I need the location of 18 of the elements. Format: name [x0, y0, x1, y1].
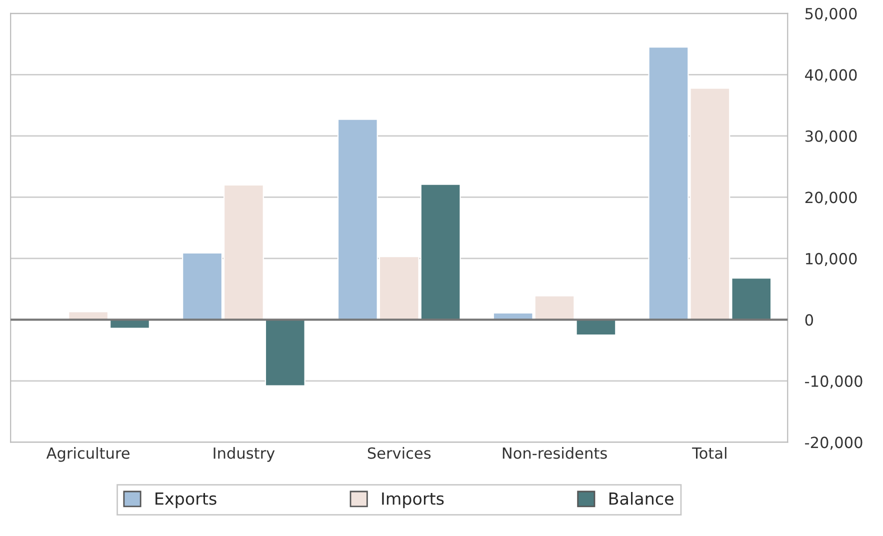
x-tick-label: Industry	[214, 447, 275, 462]
x-tick-label: Non-residents	[502, 447, 607, 459]
y-tick-label: 10,000	[806, 252, 857, 266]
bar	[576, 319, 616, 336]
y-tick-label: 0	[805, 314, 814, 326]
x-tick-label: Total	[692, 447, 726, 459]
x-tick-label: Agriculture	[46, 447, 130, 462]
y-tick-label: 40,000	[805, 69, 857, 82]
legend-label: Balance	[609, 492, 674, 505]
legend-label: Imports	[382, 492, 444, 508]
y-tick-label: 50,000	[805, 8, 857, 21]
x-tick-label: Services	[368, 447, 431, 459]
y-tick-label: -10,000	[805, 375, 862, 389]
y-tick-label: -20,000	[805, 436, 862, 450]
y-tick-label: 30,000	[805, 130, 857, 144]
legend-label: Exports	[156, 492, 216, 508]
bar	[264, 319, 306, 386]
y-tick-label: 20,000	[805, 192, 857, 205]
